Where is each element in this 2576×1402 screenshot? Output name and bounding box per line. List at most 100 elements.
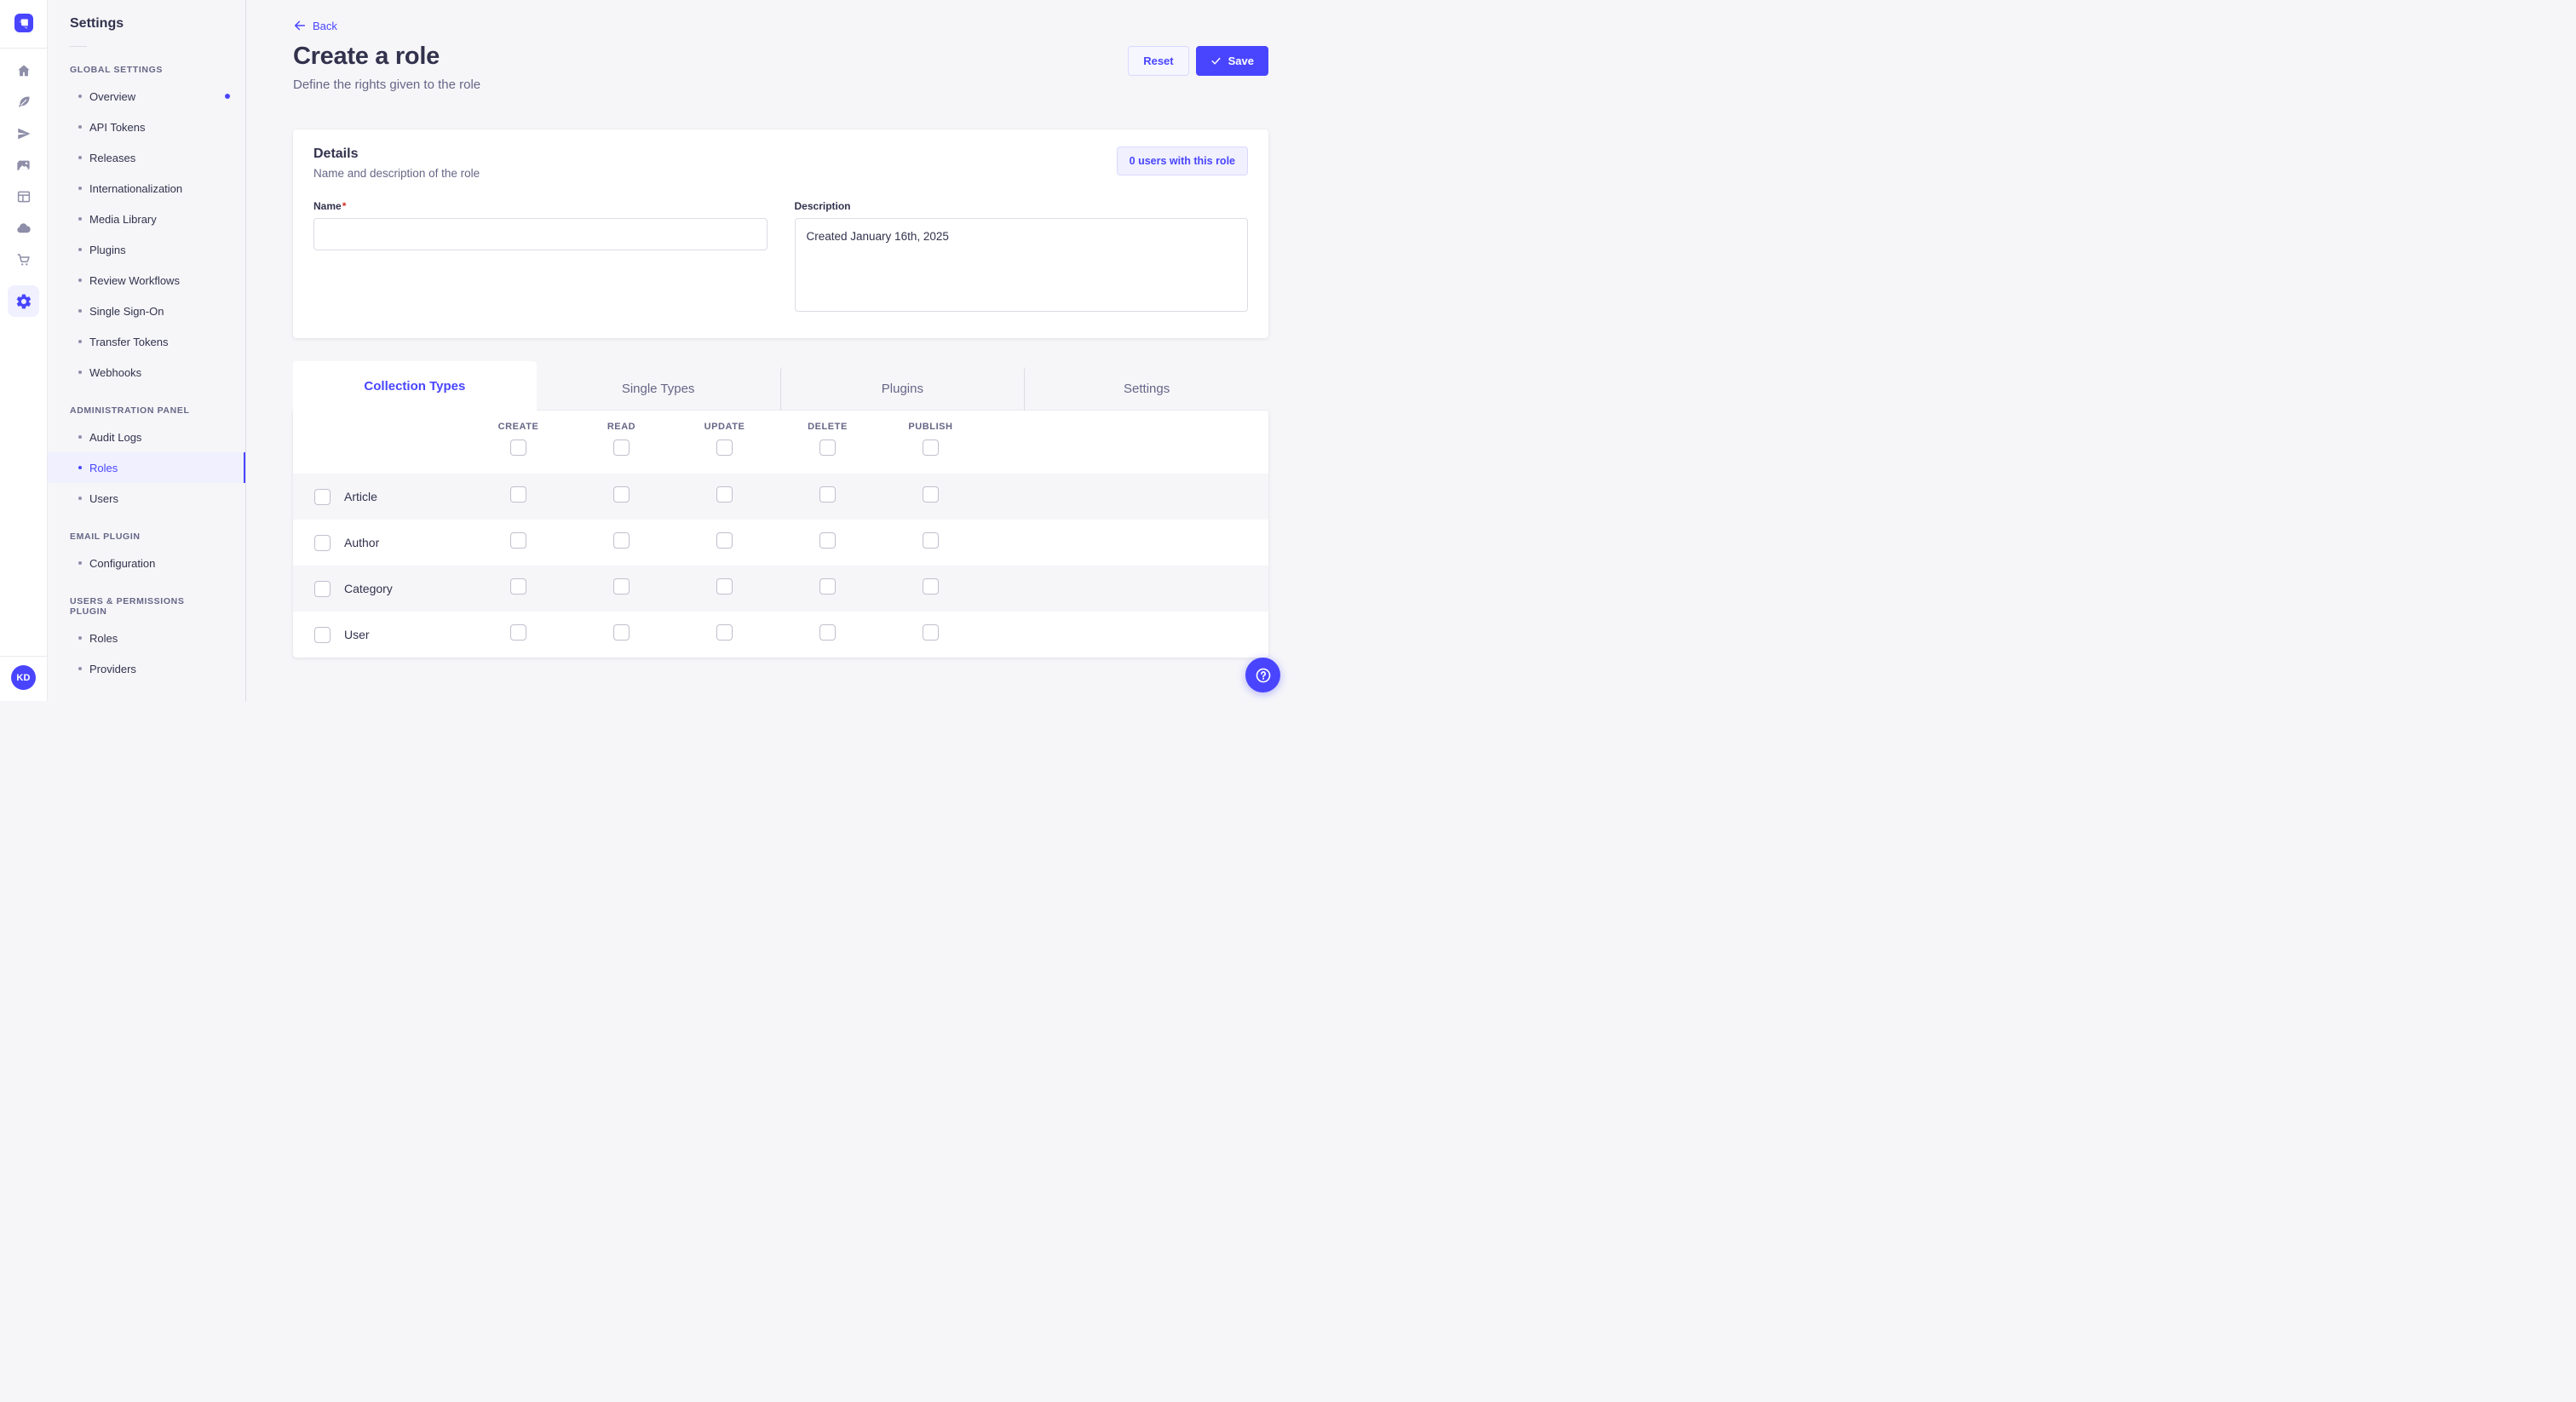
marketplace-cart-icon[interactable] [13, 249, 35, 271]
checkbox-all-update[interactable] [716, 440, 733, 456]
rail-logo-area [0, 0, 47, 49]
checkbox-category-create[interactable] [510, 578, 526, 595]
checkbox-user-publish[interactable] [923, 624, 939, 641]
checkbox-all-delete[interactable] [819, 440, 836, 456]
release-plane-icon[interactable] [13, 123, 35, 145]
description-textarea[interactable]: Created January 16th, 2025 [794, 218, 1248, 312]
checkbox-user-create[interactable] [510, 624, 526, 641]
checkbox-row-article[interactable] [314, 488, 331, 505]
sidebar-section-label: GLOBAL SETTINGS [70, 65, 164, 75]
tab-collection-types[interactable]: Collection Types [293, 361, 537, 411]
checkbox-article-read[interactable] [613, 486, 630, 503]
checkbox-user-read[interactable] [613, 624, 630, 641]
cell-author-read [613, 532, 630, 553]
checkbox-row-author[interactable] [314, 534, 331, 551]
bullet-icon [78, 435, 82, 439]
cell-category-read [613, 578, 630, 599]
permissions-panel: CREATE READ UPDATE DELETE PUBLISH Article Aut… [293, 411, 1268, 658]
checkbox-category-delete[interactable] [819, 578, 836, 595]
checkbox-article-delete[interactable] [819, 486, 836, 503]
permissions-rows: Article Author Category User [293, 474, 1268, 658]
column-label: CREATE [497, 422, 539, 432]
bullet-icon [78, 371, 82, 374]
checkbox-all-create[interactable] [510, 440, 526, 456]
sidebar-item-roles[interactable]: Roles [48, 623, 245, 653]
sidebar-item-audit-logs[interactable]: Audit Logs [48, 422, 245, 452]
permission-row-author: Author [293, 520, 1268, 566]
checkbox-user-delete[interactable] [819, 624, 836, 641]
permission-row-user: User [293, 612, 1268, 658]
checkbox-all-publish[interactable] [923, 440, 939, 456]
cell-article-create [510, 486, 526, 507]
sidebar-item-review-workflows[interactable]: Review Workflows [48, 265, 245, 296]
checkbox-article-update[interactable] [716, 486, 733, 503]
sidebar-item-api-tokens[interactable]: API Tokens [48, 112, 245, 142]
tab-plugins[interactable]: Plugins [779, 367, 1025, 411]
question-mark-icon [1256, 668, 1270, 682]
settings-gear-icon[interactable] [8, 285, 39, 317]
sidebar-item-single-sign-on[interactable]: Single Sign-On [48, 296, 245, 326]
users-with-role-button[interactable]: 0 users with this role [1116, 147, 1248, 175]
permissions-section: Collection Types Single Types Plugins Setti… [293, 361, 1268, 658]
home-icon[interactable] [13, 60, 35, 82]
details-title: Details [313, 147, 359, 161]
sidebar-item-users[interactable]: Users [48, 483, 245, 514]
checkbox-category-publish[interactable] [923, 578, 939, 595]
settings-sidebar: Settings GLOBAL SETTINGS Overview API Toke… [48, 0, 246, 701]
cell-author-delete [819, 532, 836, 553]
bullet-icon [78, 340, 82, 343]
checkbox-row-user[interactable] [314, 626, 331, 643]
column-label: UPDATE [704, 422, 745, 432]
checkbox-author-read[interactable] [613, 532, 630, 549]
reset-button[interactable]: Reset [1128, 46, 1189, 76]
checkbox-article-publish[interactable] [923, 486, 939, 503]
sidebar-item-webhooks[interactable]: Webhooks [48, 357, 245, 388]
required-asterisk: * [342, 200, 347, 212]
cell-author-update [716, 532, 733, 553]
check-icon [1211, 57, 1221, 65]
sidebar-item-configuration[interactable]: Configuration [48, 548, 245, 578]
sidebar-item-releases[interactable]: Releases [48, 142, 245, 173]
sidebar-item-roles[interactable]: Roles [48, 452, 245, 483]
sidebar-item-plugins[interactable]: Plugins [48, 234, 245, 265]
cell-article-read [613, 486, 630, 507]
app-root: KD Settings GLOBAL SETTINGS Overview API T… [0, 0, 1288, 701]
sidebar-item-media-library[interactable]: Media Library [48, 204, 245, 234]
checkbox-all-read[interactable] [613, 440, 630, 456]
checkbox-category-read[interactable] [613, 578, 630, 595]
sidebar-item-providers[interactable]: Providers [48, 653, 245, 684]
save-button[interactable]: Save [1195, 46, 1268, 76]
cell-category-publish [923, 578, 939, 599]
checkbox-author-create[interactable] [510, 532, 526, 549]
tab-single-types[interactable]: Single Types [536, 367, 780, 411]
rail-nav [8, 49, 39, 317]
sidebar-item-list: Overview API Tokens Releases Internationali… [48, 81, 245, 388]
checkbox-user-update[interactable] [716, 624, 733, 641]
content-feather-icon[interactable] [13, 91, 35, 113]
sidebar-section-label: USERS & PERMISSIONS PLUGIN [70, 596, 185, 617]
checkbox-author-delete[interactable] [819, 532, 836, 549]
column-header-update: UPDATE [673, 422, 776, 456]
avatar[interactable]: KD [11, 665, 36, 690]
help-button[interactable] [1245, 658, 1280, 692]
checkbox-article-create[interactable] [510, 486, 526, 503]
back-link[interactable]: Back [293, 19, 337, 32]
content-type-builder-icon[interactable] [13, 186, 35, 208]
sidebar-item-transfer-tokens[interactable]: Transfer Tokens [48, 326, 245, 357]
bullet-icon [78, 466, 82, 469]
checkbox-category-update[interactable] [716, 578, 733, 595]
permissions-header-spacer [293, 422, 467, 456]
checkbox-row-category[interactable] [314, 580, 331, 597]
checkbox-author-publish[interactable] [923, 532, 939, 549]
sidebar-item-overview[interactable]: Overview [48, 81, 245, 112]
name-input[interactable] [313, 218, 768, 250]
sidebar-item-internationalization[interactable]: Internationalization [48, 173, 245, 204]
cloud-icon[interactable] [13, 217, 35, 239]
media-library-icon[interactable] [13, 154, 35, 176]
bullet-icon [78, 667, 82, 670]
checkbox-author-update[interactable] [716, 532, 733, 549]
tab-settings[interactable]: Settings [1024, 367, 1268, 411]
strapi-logo[interactable] [14, 14, 33, 32]
row-label: Author [344, 536, 380, 549]
cell-category-update [716, 578, 733, 599]
